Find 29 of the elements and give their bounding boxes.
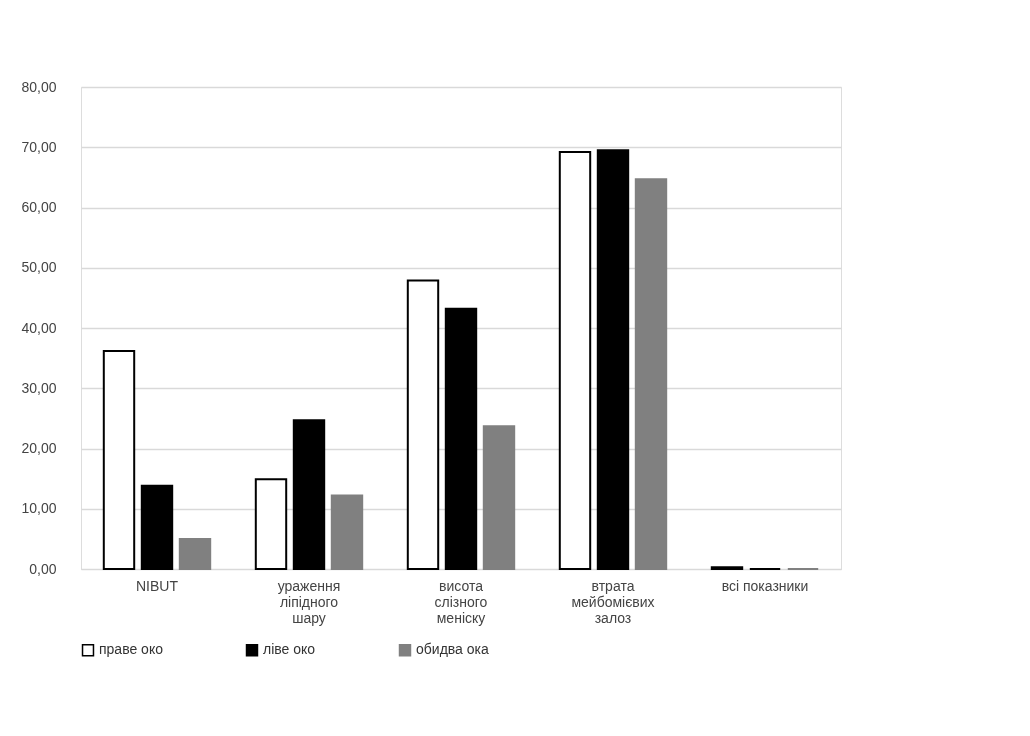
y-tick-label: 60,00	[21, 199, 57, 215]
legend-label: обидва ока	[416, 641, 489, 658]
x-tick-label: висота слізного меніску	[434, 577, 488, 626]
y-tick-label: 70,00	[21, 138, 57, 155]
bar	[330, 494, 364, 570]
y-tick-label: 50,00	[21, 259, 57, 276]
bar	[482, 425, 516, 570]
legend-label: праве око	[99, 641, 164, 658]
bar	[292, 419, 326, 570]
y-tick-label: 0,00	[29, 560, 57, 577]
bar	[596, 149, 630, 570]
bar	[102, 349, 136, 570]
y-tick-label: 10,00	[21, 500, 57, 517]
x-tick-label: всі показники	[721, 577, 809, 594]
y-tick-label: 20,00	[21, 440, 57, 456]
x-tick-label: втрата мейбомієвих залоз	[571, 577, 655, 626]
y-tick-label: 40,00	[21, 319, 57, 336]
bar	[406, 279, 440, 570]
bar	[254, 478, 288, 570]
bar	[634, 178, 668, 570]
bar	[444, 307, 478, 570]
bar	[140, 484, 174, 570]
bar	[558, 151, 592, 570]
y-tick-label: 30,00	[21, 379, 57, 396]
x-tick-label: ураження ліпідного шару	[277, 577, 341, 626]
bar	[178, 537, 212, 570]
x-tick-label: NIBUT	[136, 577, 179, 594]
legend-label: ліве око	[263, 641, 316, 658]
y-tick-label: 80,00	[21, 78, 57, 95]
